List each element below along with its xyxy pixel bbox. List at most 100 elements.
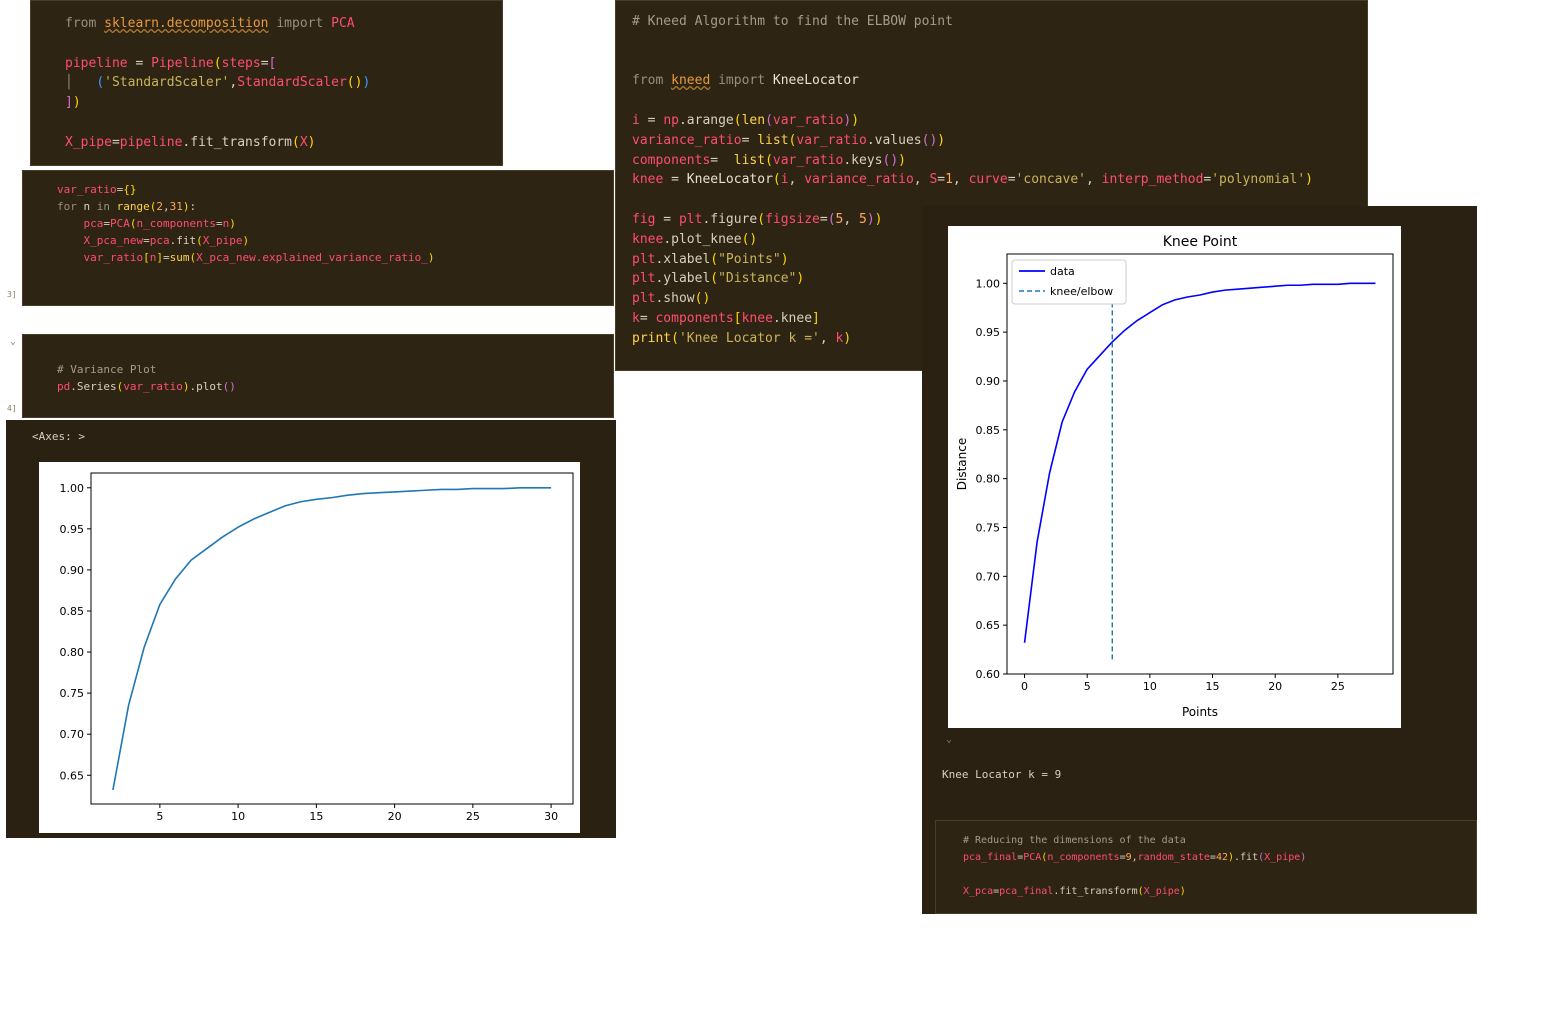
code-line[interactable]: pca_final=PCA(n_components=9,random_stat…: [963, 849, 1306, 866]
variance-chart: 5 10 15 20 25 30 0.65 0.70 0.75 0.80 0.85 0.90 0.95 1…: [39, 462, 580, 833]
code-token: len: [741, 112, 766, 128]
y-tick-label: 0.70: [976, 570, 1001, 583]
code-line[interactable]: │ ('StandardScaler',StandardScaler()): [65, 73, 370, 93]
code-token: 9: [1125, 852, 1132, 863]
code-token: pca: [83, 217, 104, 230]
code-line[interactable]: knee.plot_knee(): [632, 230, 1313, 250]
code-token: ): [929, 132, 938, 148]
code-token: [: [733, 310, 742, 326]
code-token: ]: [812, 310, 820, 326]
code-line[interactable]: from kneed import KneeLocator: [632, 71, 1313, 91]
code-token: =: [655, 211, 679, 227]
code-line[interactable]: plt.xlabel("Points"): [632, 250, 1313, 270]
code-token: (: [671, 330, 679, 346]
code-line[interactable]: [65, 34, 370, 54]
code-editor[interactable]: # Variance Plot pd.Series(var_ratio).plot…: [57, 361, 236, 395]
data-series-line: [1023, 282, 1376, 643]
code-line[interactable]: for n in range(2,31):: [57, 198, 435, 215]
y-tick-label: 0.80: [60, 646, 85, 659]
code-line[interactable]: # Reducing the dimensions of the data: [963, 832, 1306, 849]
code-token: =: [143, 234, 150, 247]
code-token: =: [111, 134, 120, 150]
code-token: ): [890, 152, 899, 168]
code-line[interactable]: var_ratio[n]=sum(X_pca_new.explained_var…: [57, 249, 435, 266]
code-token: plt: [632, 251, 656, 267]
code-line[interactable]: pipeline = Pipeline(steps=[: [65, 54, 370, 74]
code-token: ): [427, 251, 435, 264]
code-token: .keys: [843, 152, 883, 168]
code-token: ): [1300, 852, 1307, 863]
code-token: ): [229, 217, 236, 230]
code-line[interactable]: pd.Series(var_ratio).plot(): [57, 378, 236, 395]
code-line[interactable]: from sklearn.decomposition import PCA: [65, 14, 370, 34]
plot-frame: [90, 472, 574, 805]
collapse-chevron-icon[interactable]: ⌄: [10, 336, 17, 347]
code-token: X: [299, 134, 308, 150]
code-token: .explained_variance_ratio_: [255, 251, 428, 264]
code-line[interactable]: fig = plt.figure(figsize=(5, 5)): [632, 210, 1313, 230]
code-line[interactable]: # Variance Plot: [57, 361, 236, 378]
code-cell-variance-plot[interactable]: # Variance Plot pd.Series(var_ratio).plot…: [22, 334, 614, 418]
code-line[interactable]: components= list(var_ratio.keys()): [632, 151, 1313, 171]
code-token: (: [1041, 852, 1048, 863]
code-token: ): [780, 251, 789, 267]
code-line[interactable]: variance_ratio= list(var_ratio.values()): [632, 131, 1313, 151]
code-editor[interactable]: from sklearn.decomposition import PCA pi…: [65, 14, 370, 153]
code-line[interactable]: X_pca_new=pca.fit(X_pipe): [57, 232, 435, 249]
code-token: S: [929, 172, 938, 188]
code-line[interactable]: knee = KneeLocator(i, variance_ratio, S=…: [632, 170, 1313, 190]
code-token: ): [1227, 852, 1235, 863]
code-line[interactable]: pca=PCA(n_components=n): [57, 215, 435, 232]
code-line[interactable]: [632, 32, 1313, 52]
code-token: knee: [741, 310, 773, 326]
x-tick-label: 10: [231, 810, 245, 823]
code-line[interactable]: var_ratio={}: [57, 181, 435, 198]
output-collapse-icon[interactable]: ⌄: [946, 734, 953, 745]
x-tick-label: 25: [466, 810, 480, 823]
code-token: ): [874, 211, 883, 227]
code-token: =: [1007, 172, 1016, 188]
code-line[interactable]: ]): [65, 93, 370, 113]
code-line[interactable]: k= components[knee.knee]: [632, 309, 1313, 329]
code-editor[interactable]: # Kneed Algorithm to find the ELBOW poin…: [632, 12, 1313, 349]
code-token: ): [796, 271, 805, 287]
code-token: # Reducing the dimensions of the data: [963, 835, 1186, 846]
code-line[interactable]: print('Knee Locator k =', k): [632, 329, 1313, 349]
y-tick-label: 0.70: [60, 728, 85, 741]
code-token: curve: [968, 172, 1008, 188]
code-token: var_ratio: [57, 183, 117, 196]
code-token: fig: [632, 211, 656, 227]
code-token: 1: [945, 172, 953, 188]
code-token: kneed: [671, 73, 711, 89]
code-token: X_pca_new: [196, 251, 256, 264]
code-line[interactable]: plt.ylabel("Distance"): [632, 269, 1313, 289]
code-token: ): [1179, 886, 1186, 897]
code-line[interactable]: i = np.arange(len(var_ratio)): [632, 111, 1313, 131]
code-cell-reduce-dims[interactable]: # Reducing the dimensions of the data pca…: [935, 820, 1477, 914]
code-token: ]: [156, 251, 163, 264]
code-line[interactable]: [632, 91, 1313, 111]
code-editor[interactable]: var_ratio={} for n in range(2,31): pca=PC…: [57, 181, 435, 266]
code-token: (: [765, 152, 773, 168]
code-token: ): [354, 75, 363, 91]
code-line[interactable]: [632, 52, 1313, 72]
code-cell-var-ratio[interactable]: var_ratio={} for n in range(2,31): pca=PC…: [22, 170, 614, 306]
code-token: {}: [123, 183, 137, 196]
code-editor[interactable]: # Reducing the dimensions of the data pca…: [963, 832, 1306, 900]
code-token: n: [222, 217, 230, 230]
code-token: .fit: [169, 234, 197, 247]
code-token: 'polynomial': [1211, 172, 1306, 188]
code-line[interactable]: [65, 113, 370, 133]
code-token: KneeLocator: [772, 73, 859, 89]
code-line[interactable]: X_pipe=pipeline.fit_transform(X): [65, 133, 370, 153]
code-cell-pca-import[interactable]: from sklearn.decomposition import PCA pi…: [30, 0, 503, 166]
code-line[interactable]: [963, 866, 1306, 883]
code-line[interactable]: X_pca=pca_final.fit_transform(X_pipe): [963, 883, 1306, 900]
code-token: (: [189, 251, 197, 264]
cell-execution-count: 3]: [7, 290, 17, 299]
code-token: (: [96, 75, 105, 91]
code-line[interactable]: # Kneed Algorithm to find the ELBOW poin…: [632, 12, 1313, 32]
code-line[interactable]: plt.show(): [632, 289, 1313, 309]
y-tick-label: 1.00: [60, 482, 85, 495]
code-token: X_pca: [963, 886, 994, 897]
